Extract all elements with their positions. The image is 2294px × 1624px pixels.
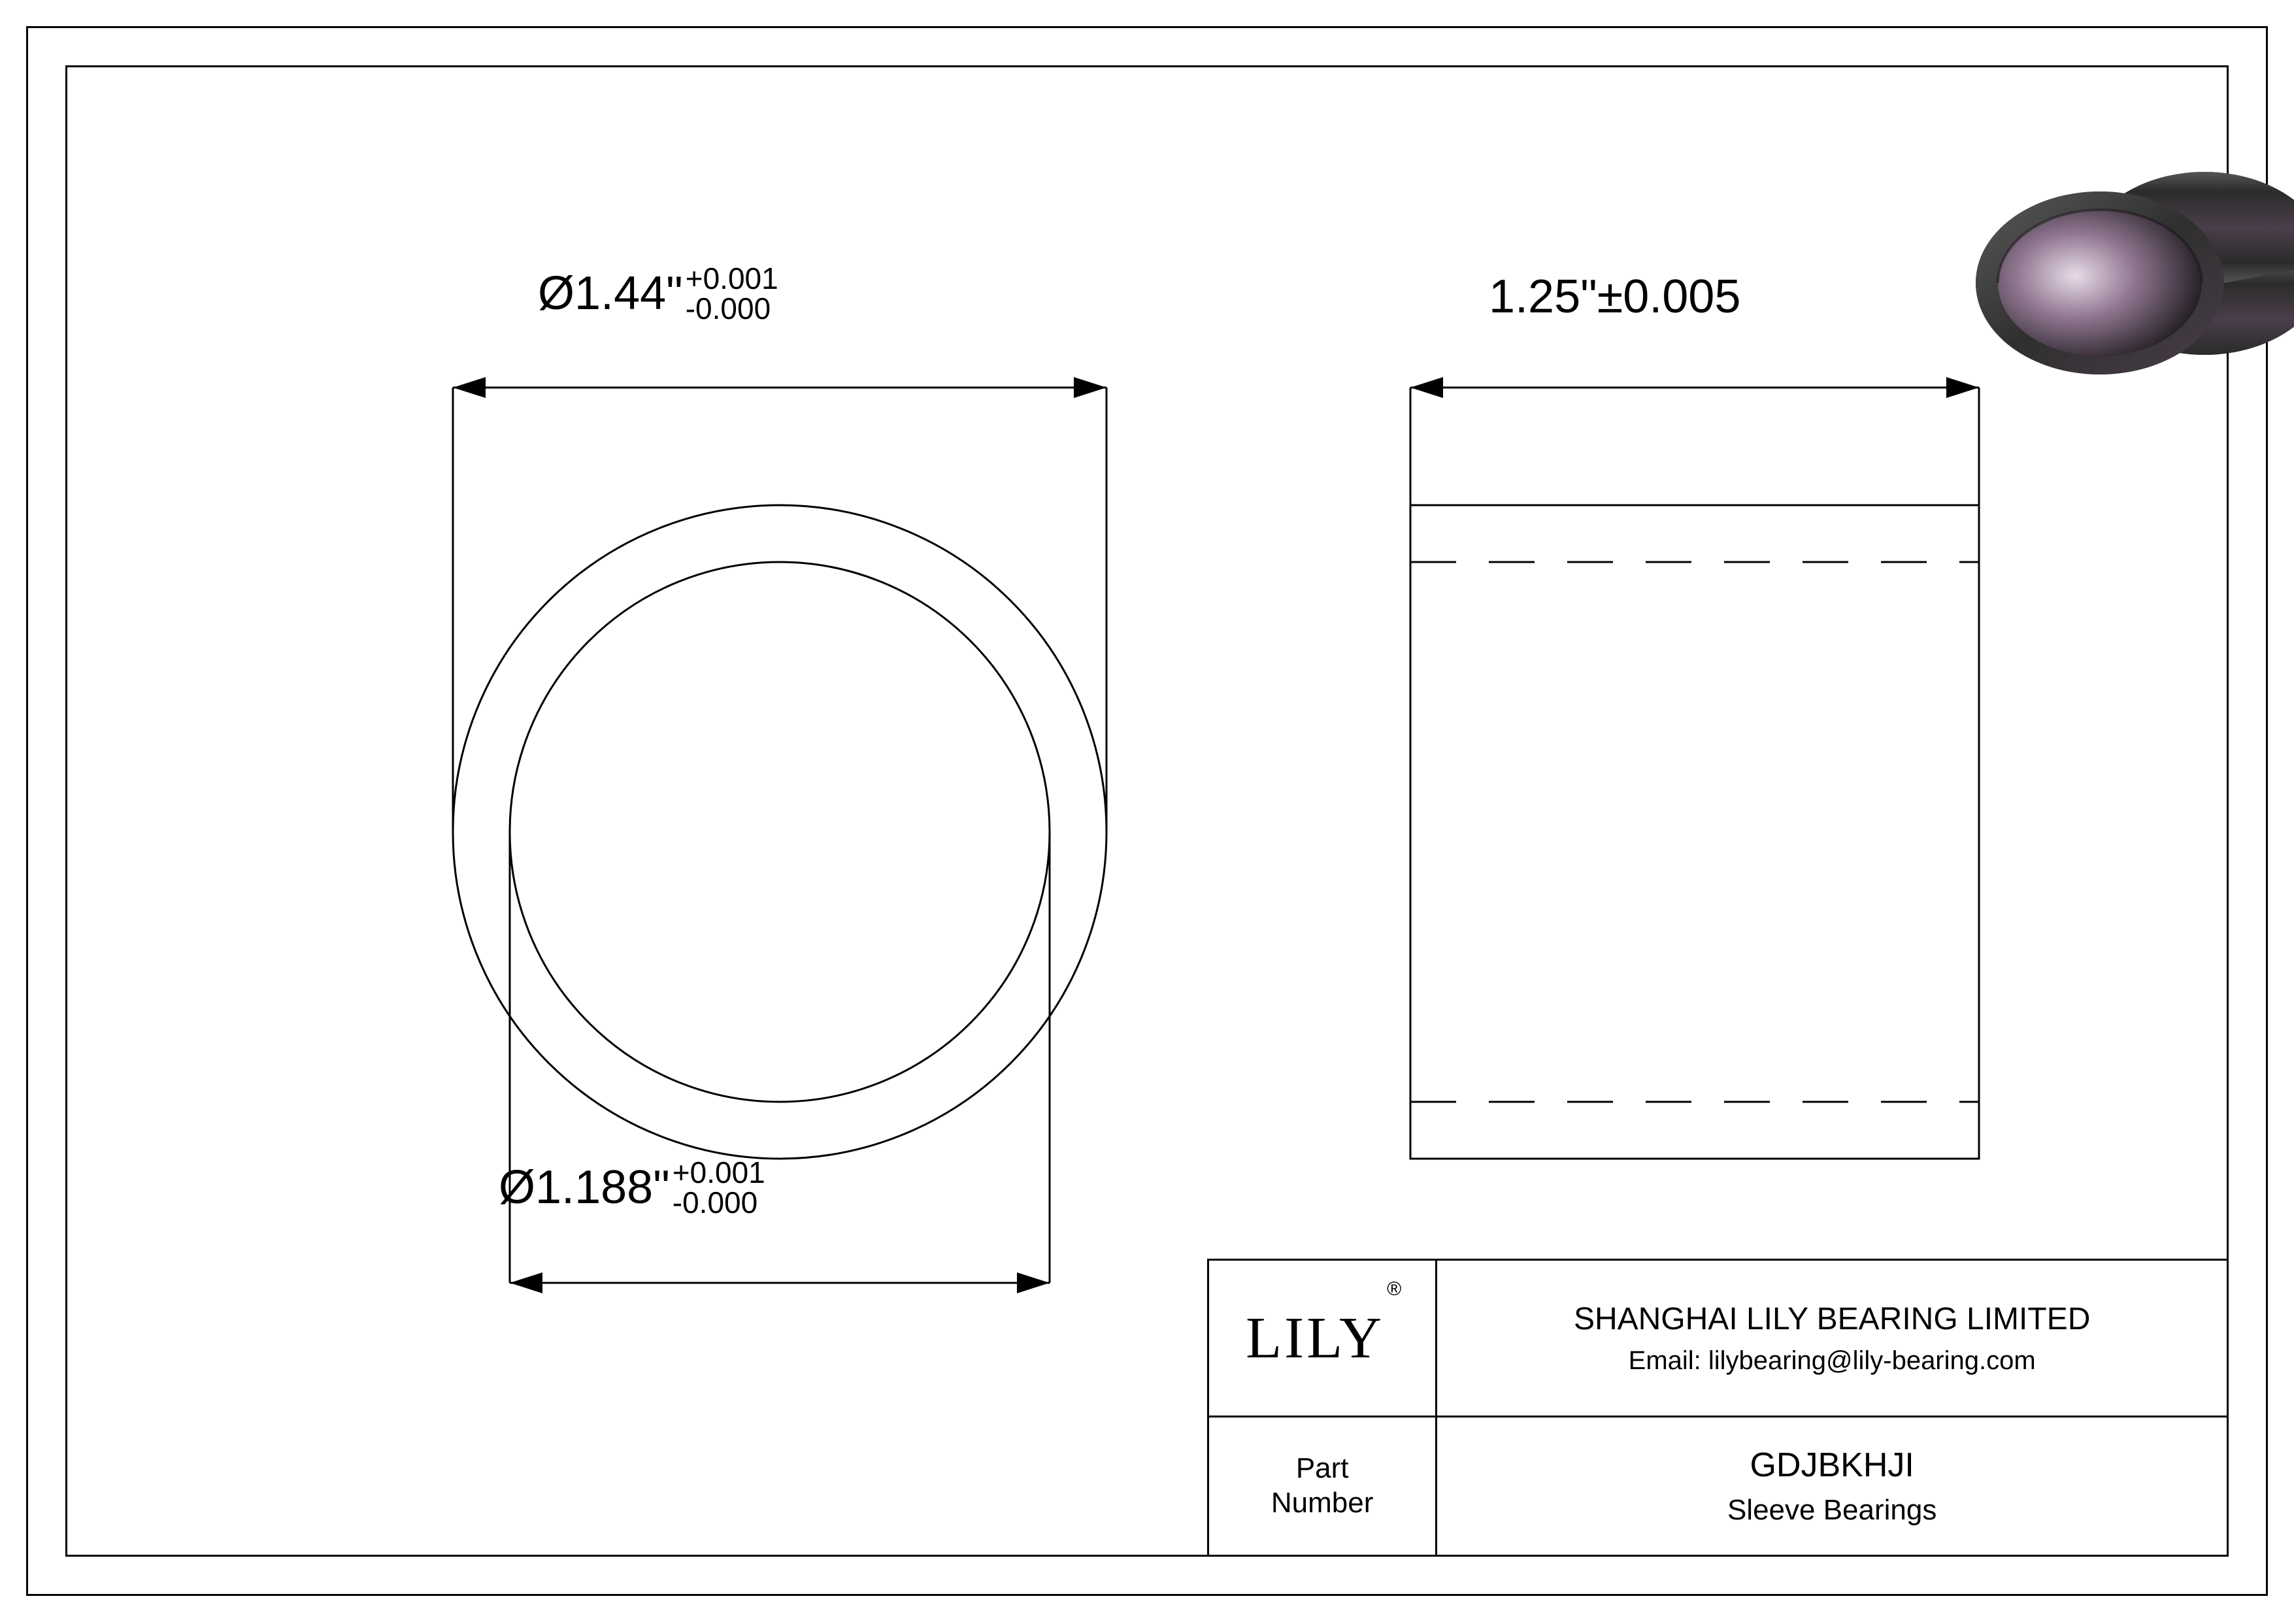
od-symbol: Ø [538, 267, 574, 320]
title-block-row-2: Part Number GDJBKHJI Sleeve Bearings [1209, 1417, 2227, 1555]
id-dimension-text: Ø1.188" +0.001 -0.000 [499, 1157, 765, 1218]
title-block: LILY® SHANGHAI LILY BEARING LIMITED Emai… [1207, 1259, 2227, 1555]
len-value: 1.25 [1489, 270, 1580, 323]
logo-registered: ® [1387, 1278, 1401, 1300]
side-outline [1410, 505, 1979, 1159]
part-label-line1: Part [1296, 1451, 1349, 1486]
drawing-page: Ø1.44" +0.001 -0.000 Ø1.188" +0.001 -0.0… [0, 0, 2294, 1622]
inner-border: Ø1.44" +0.001 -0.000 Ø1.188" +0.001 -0.0… [65, 65, 2229, 1557]
od-dimension-text: Ø1.44" +0.001 -0.000 [538, 263, 778, 323]
id-tol-upper: +0.001 [673, 1157, 765, 1187]
od-unit: " [666, 267, 683, 320]
logo-cell: LILY® [1209, 1261, 1437, 1417]
outer-diameter-circle [453, 505, 1106, 1159]
title-block-row-1: LILY® SHANGHAI LILY BEARING LIMITED Emai… [1209, 1261, 2227, 1417]
part-value-cell: GDJBKHJI Sleeve Bearings [1437, 1417, 2227, 1555]
part-label-cell: Part Number [1209, 1417, 1437, 1555]
part-number: GDJBKHJI [1750, 1446, 1914, 1485]
part-subtitle: Sleeve Bearings [1727, 1494, 1937, 1527]
od-tol-upper: +0.001 [686, 263, 778, 293]
company-cell: SHANGHAI LILY BEARING LIMITED Email: lil… [1437, 1261, 2227, 1417]
part-label-line2: Number [1271, 1486, 1374, 1521]
od-tolerance: +0.001 -0.000 [686, 263, 778, 323]
id-unit: " [653, 1161, 670, 1214]
len-tol: ±0.005 [1597, 270, 1741, 323]
company-name: SHANGHAI LILY BEARING LIMITED [1574, 1301, 2090, 1337]
id-tolerance: +0.001 -0.000 [673, 1157, 765, 1218]
inner-diameter-circle [510, 562, 1050, 1102]
logo: LILY® [1246, 1304, 1399, 1372]
id-symbol: Ø [499, 1161, 535, 1214]
od-tol-lower: -0.000 [686, 293, 778, 323]
od-value: 1.44 [574, 267, 666, 320]
length-dimension-text: 1.25"±0.005 [1489, 270, 1740, 323]
side-view [1410, 377, 1979, 1159]
len-unit: " [1580, 270, 1597, 323]
isometric-view [1976, 172, 2294, 374]
id-tol-lower: -0.000 [673, 1187, 765, 1218]
id-value: 1.188 [535, 1161, 653, 1214]
logo-text: LILY [1246, 1306, 1384, 1370]
company-email: Email: lilybearing@lily-bearing.com [1629, 1346, 2036, 1376]
front-view [453, 377, 1106, 1293]
